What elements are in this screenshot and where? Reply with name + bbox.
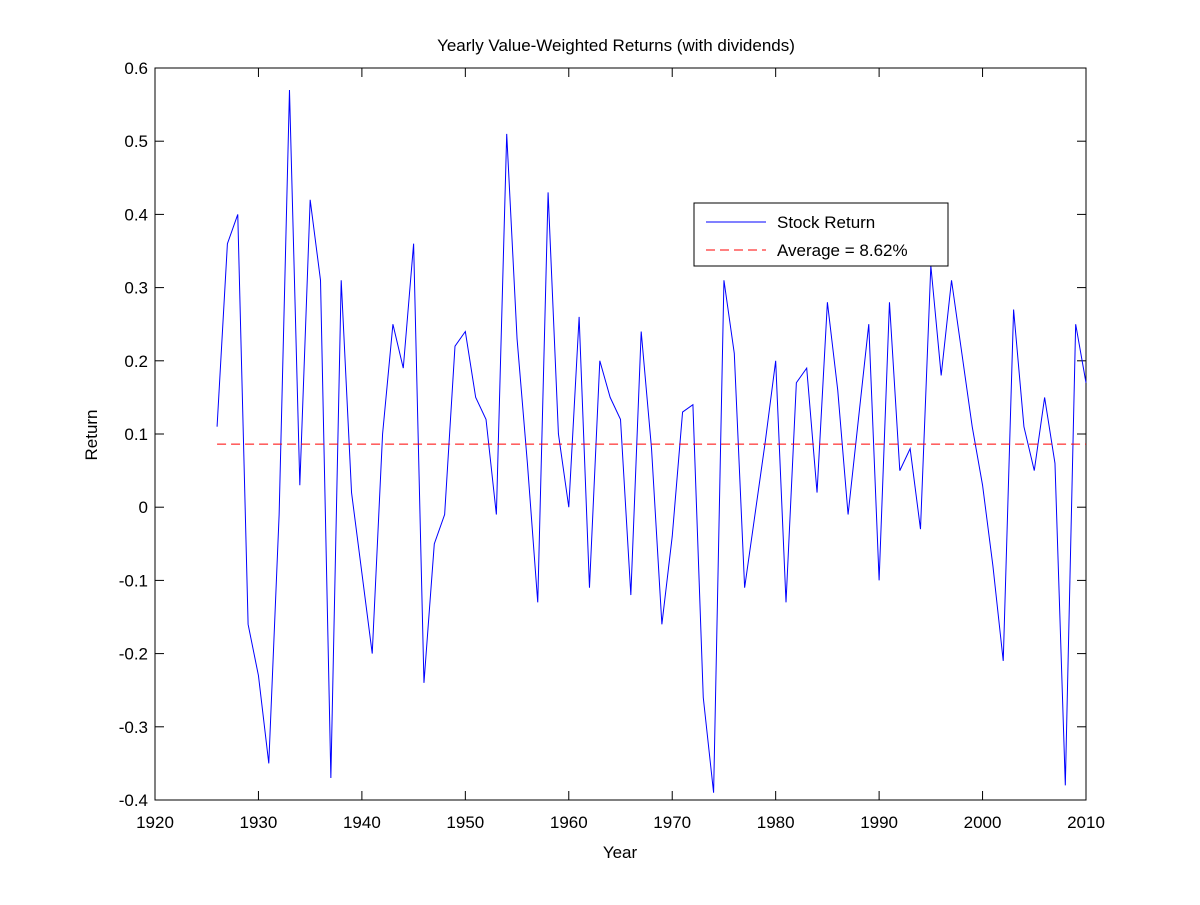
y-tick-label: 0 [139, 498, 148, 517]
x-tick-label: 2010 [1067, 813, 1105, 832]
x-tick-label: 1930 [240, 813, 278, 832]
legend-label-1: Average = 8.62% [777, 241, 908, 260]
axes-frame [154, 67, 1087, 801]
y-tick-label: -0.2 [119, 645, 148, 664]
x-tick-label: 1980 [757, 813, 795, 832]
y-tick-label: 0.3 [124, 279, 148, 298]
series-line-0 [216, 89, 1087, 793]
x-tick-label: 1920 [136, 813, 174, 832]
y-tick-label: -0.1 [119, 571, 148, 590]
chart-title: Yearly Value-Weighted Returns (with divi… [437, 36, 795, 55]
y-axis-label: Return [82, 409, 101, 460]
x-tick-label: 1950 [446, 813, 484, 832]
x-tick-label: 2000 [964, 813, 1002, 832]
y-tick-label: 0.2 [124, 352, 148, 371]
y-tick-label: -0.4 [119, 791, 148, 810]
x-tick-label: 1990 [860, 813, 898, 832]
legend: Stock Return Average = 8.62% [693, 202, 949, 267]
y-tick-label: 0.1 [124, 425, 148, 444]
legend-label-0: Stock Return [777, 213, 875, 232]
legend-box [693, 202, 949, 267]
plot-area: 1920 1930 1940 1950 1960 1970 1980 1990 2000 2010… [119, 59, 1105, 832]
y-tick-label: -0.3 [119, 718, 148, 737]
x-tick-label: 1940 [343, 813, 381, 832]
x-tick-label: 1970 [653, 813, 691, 832]
y-tick-label: 0.4 [124, 205, 148, 224]
x-tick-label: 1960 [550, 813, 588, 832]
x-axis-label: Year [603, 843, 638, 862]
y-tick-label: 0.6 [124, 59, 148, 78]
y-tick-label: 0.5 [124, 132, 148, 151]
